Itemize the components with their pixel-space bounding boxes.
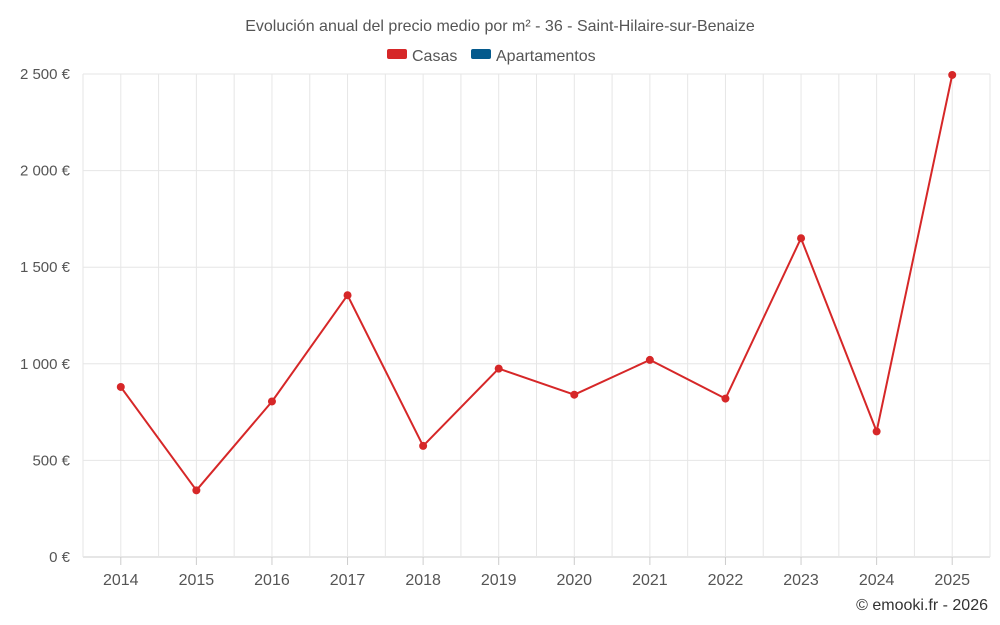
x-tick-label: 2020 xyxy=(556,572,592,589)
credit-text: © emooki.fr - 2026 xyxy=(856,597,988,614)
x-tick-label: 2021 xyxy=(632,572,668,589)
y-tick-label: 0 € xyxy=(49,549,71,566)
data-point[interactable] xyxy=(343,291,352,300)
data-point[interactable] xyxy=(570,390,579,399)
data-point[interactable] xyxy=(267,397,276,406)
x-tick-label: 2024 xyxy=(859,572,895,589)
x-tick-label: 2019 xyxy=(481,572,517,589)
y-tick-label: 1 500 € xyxy=(20,259,71,276)
legend-label-apartamentos: Apartamentos xyxy=(496,48,596,65)
legend-item-casas[interactable]: Casas xyxy=(387,48,457,65)
x-tick-label: 2022 xyxy=(708,572,744,589)
x-tick-label: 2018 xyxy=(405,572,441,589)
x-tick-label: 2015 xyxy=(179,572,215,589)
y-tick-label: 1 000 € xyxy=(20,356,71,373)
legend: Casas Apartamentos xyxy=(387,48,596,65)
x-axis-ticks: 2014 2015 2016 2017 2018 2019 2020 2021 2022 2023… xyxy=(103,557,970,589)
legend-label-casas: Casas xyxy=(412,48,457,65)
data-point[interactable] xyxy=(948,70,957,79)
x-tick-label: 2025 xyxy=(934,572,970,589)
series-line xyxy=(119,74,954,492)
data-point[interactable] xyxy=(419,441,428,450)
data-point[interactable] xyxy=(797,234,806,243)
y-axis-ticks: 0 € 500 € 1 000 € 1 500 € 2 000 € 2 500 € xyxy=(20,66,71,566)
chart-title: Evolución anual del precio medio por m² … xyxy=(245,18,755,35)
x-tick-label: 2017 xyxy=(330,572,366,589)
gridlines xyxy=(82,73,991,558)
data-point[interactable] xyxy=(494,364,503,373)
data-point[interactable] xyxy=(116,382,125,391)
x-tick-label: 2014 xyxy=(103,572,139,589)
y-tick-label: 2 500 € xyxy=(20,66,71,83)
legend-swatch-apartamentos xyxy=(471,49,491,59)
series-casas xyxy=(116,70,957,495)
legend-item-apartamentos[interactable]: Apartamentos xyxy=(471,48,596,65)
y-tick-label: 2 000 € xyxy=(20,163,71,180)
data-point[interactable] xyxy=(721,394,730,403)
data-point[interactable] xyxy=(645,355,654,364)
data-point[interactable] xyxy=(872,427,881,436)
data-point[interactable] xyxy=(192,486,201,495)
x-tick-label: 2016 xyxy=(254,572,290,589)
legend-swatch-casas xyxy=(387,49,407,59)
x-tick-label: 2023 xyxy=(783,572,819,589)
y-tick-label: 500 € xyxy=(32,452,70,469)
